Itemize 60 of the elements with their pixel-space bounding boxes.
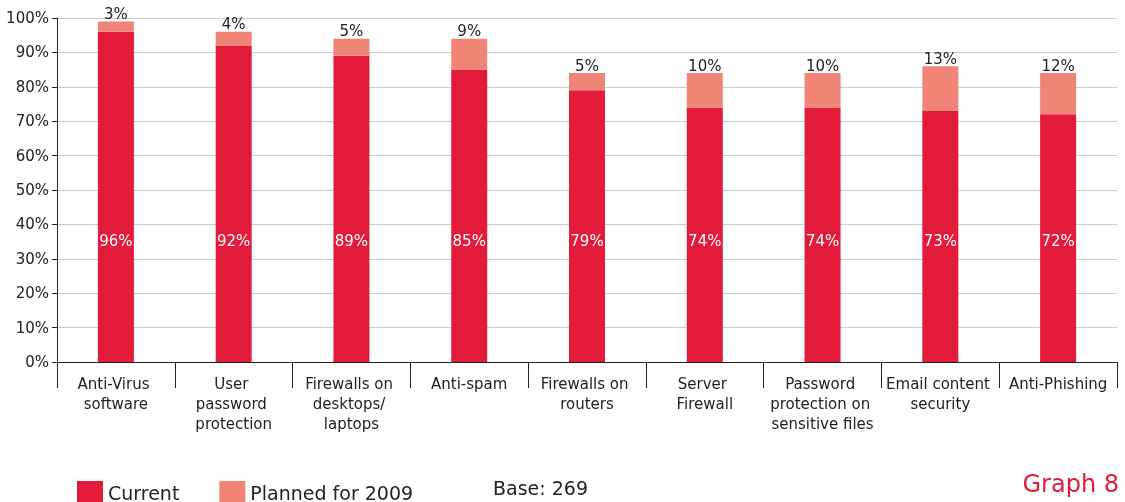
bar [804,107,841,362]
bar [569,73,605,91]
caption: Graph 8 [1022,470,1119,498]
data-label: 92% [216,231,251,250]
y-tick-label: 70% [15,112,49,131]
x-tick-label: Anti-Virus software [77,375,155,413]
x-tick-label: Anti-spam [431,375,508,393]
bar [686,73,723,108]
y-tick-label: 50% [15,181,49,199]
bar [97,31,134,362]
x-tick-label: Email content security [886,375,995,413]
data-label: 3% [103,4,128,23]
bar [686,107,723,362]
data-label: 74% [688,231,722,250]
data-label: 10% [688,56,722,75]
x-tick-label: User password protection [195,375,272,433]
x-tick-label: Server Firewall [676,375,734,413]
y-tick-label: 0% [25,353,49,371]
data-label: 4% [221,15,246,34]
x-tick-label: Firewalls on routers [540,375,634,413]
legend-label: Current [108,482,180,502]
bar [333,38,370,56]
data-label: 96% [99,231,133,250]
data-label: 9% [457,22,482,41]
data-label: 13% [923,49,958,68]
bar [97,21,134,32]
bar [922,110,959,362]
y-tick-label: 80% [15,77,49,96]
data-label: 5% [575,56,599,75]
legend-label: Planned for 2009 [250,482,414,502]
data-label: 74% [805,231,840,250]
text: Base: 269 [493,476,588,499]
bar [215,31,252,46]
y-tick-label: 10% [15,318,49,337]
bar [451,38,488,70]
x-tick-label: Firewalls on desktops/ laptops [305,375,398,433]
y-tick-label: 20% [15,284,49,303]
bar [922,66,959,111]
y-tick-label: 60% [15,146,49,165]
y-tick-label: 30% [15,249,49,268]
bar [215,45,252,362]
bar [1040,114,1077,362]
data-label: 12% [1041,56,1075,75]
data-label: 89% [334,231,369,250]
y-tick-label: 100% [6,9,49,27]
data-label: 72% [1041,231,1075,250]
data-label: 5% [339,22,364,41]
y-tick-label: 90% [15,43,49,62]
data-label: 85% [452,231,486,250]
y-tick-label: 40% [15,215,49,234]
data-label: 73% [923,231,958,250]
bar [333,55,370,362]
bar [1040,73,1077,115]
data-label: 79% [570,231,604,250]
x-tick-label: Password protection on sensitive files [770,375,875,433]
x-tick-label: Anti-Phishing [1008,375,1108,393]
bar [451,69,488,362]
bar [804,73,841,108]
data-label: 10% [805,56,840,75]
bar [569,90,605,362]
